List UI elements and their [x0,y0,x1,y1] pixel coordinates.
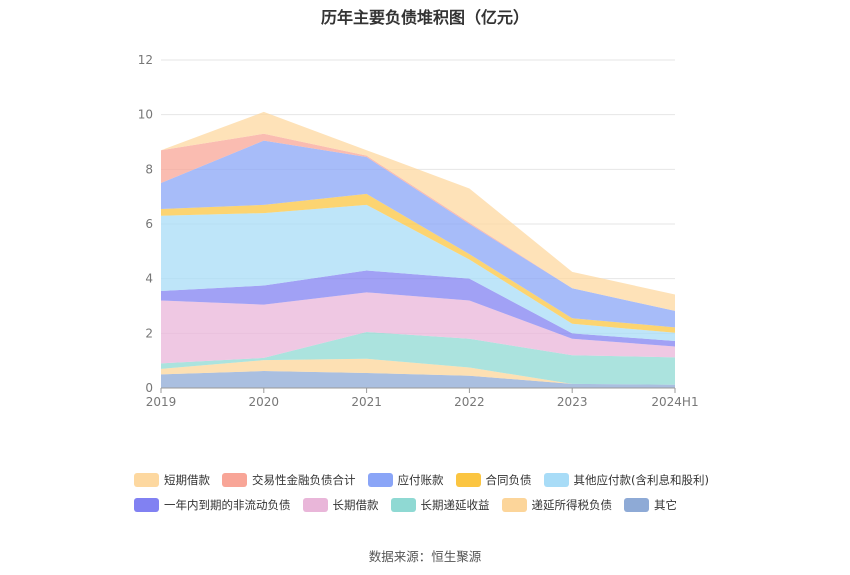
legend-label: 递延所得税负债 [531,498,613,512]
x-tick-label: 2023 [557,395,588,409]
y-tick-label: 10 [138,108,153,122]
legend-swatch [302,498,328,512]
legend-row-1: 短期借款 交易性金融负债合计 应付账款 合同负债 其他应付款(含利息和股利) [134,472,721,490]
legend-swatch [455,473,481,487]
y-tick-label: 0 [145,381,153,395]
x-tick-label: 2024H1 [651,395,698,409]
area-series [161,371,675,388]
legend-label: 应付账款 [397,473,444,487]
legend-item[interactable]: 应付账款 [367,472,444,488]
legend-label: 交易性金融负债合计 [252,473,356,487]
area-series [161,270,675,347]
area-series [161,204,675,341]
x-tick-label: 2019 [146,395,177,409]
area-series [161,193,675,333]
legend-swatch [390,498,416,512]
y-tick-label: 12 [138,53,153,67]
x-tick-label: 2021 [351,395,382,409]
stacked-area-chart: 0 2 4 6 8 10 12 2019 2020 2021 2022 2023 2024H1 [138,53,699,409]
area-series [161,140,675,328]
legend-swatch [222,473,247,487]
legend-label: 短期借款 [164,473,210,487]
x-tick-label: 2020 [249,395,280,409]
area-series [161,111,675,311]
y-tick-label: 6 [145,217,153,231]
x-tick-label: 2022 [454,395,485,409]
legend-label: 长期借款 [332,498,379,512]
legend-item[interactable]: 其它 [624,497,677,513]
legend-label: 长期递延收益 [420,498,490,512]
area-series [161,292,675,364]
legend-item[interactable]: 长期借款 [302,497,379,513]
y-tick-label: 4 [145,272,153,286]
data-source: 数据来源：恒生聚源 [368,549,482,564]
area-series [161,331,675,385]
legend-item[interactable]: 其他应付款(含利息和股利) [543,472,709,488]
legend-label: 其它 [654,498,677,512]
chart-title: 历年主要负债堆积图（亿元） [320,8,529,27]
legend-label: 一年内到期的非流动负债 [164,498,291,512]
legend-swatch [501,498,527,512]
legend-swatch [367,473,393,487]
legend-swatch [624,498,649,512]
legend-swatch [134,498,159,512]
y-tick-label: 2 [145,326,153,340]
legend-label: 其他应付款(含利息和股利) [573,473,709,487]
legend-item[interactable]: 长期递延收益 [390,497,490,513]
legend-swatch [134,473,159,487]
legend-label: 合同负债 [485,473,532,487]
legend-swatch [543,473,569,487]
legend-item[interactable]: 一年内到期的非流动负债 [134,497,291,513]
legend-item[interactable]: 交易性金融负债合计 [222,472,356,488]
area-series [161,358,675,385]
legend-item[interactable]: 递延所得税负债 [501,497,613,513]
legend-item[interactable]: 合同负债 [455,472,532,488]
y-tick-label: 8 [145,162,153,176]
legend-item[interactable]: 短期借款 [134,472,210,488]
area-series [161,133,675,311]
legend-row-2: 一年内到期的非流动负债 长期借款 长期递延收益 递延所得税负债 其它 [134,497,689,515]
